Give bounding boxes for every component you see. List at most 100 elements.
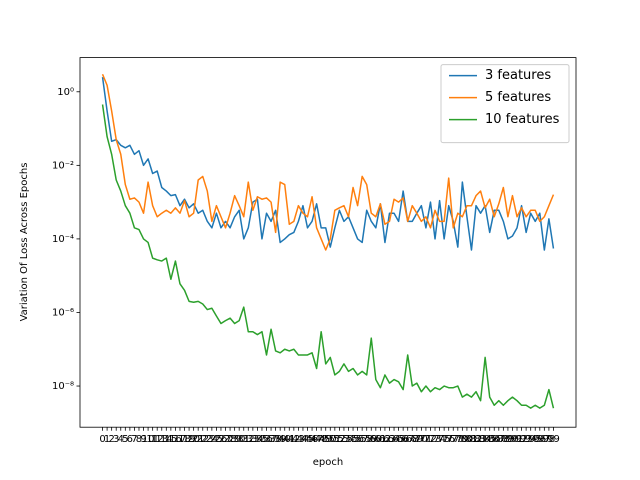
x-tick-label: 33: [246, 434, 259, 445]
x-tick-label: 77: [447, 434, 460, 445]
x-tick-label: 9: [140, 434, 146, 445]
x-tick-label: 17: [174, 434, 187, 445]
x-tick-label: 98: [543, 434, 556, 445]
x-tick-label: 99: [547, 434, 560, 445]
x-tick-label: 57: [356, 434, 369, 445]
x-tick-label: 58: [360, 434, 373, 445]
x-tick-label: 74: [433, 434, 446, 445]
x-tick-label: 82: [470, 434, 483, 445]
x-tick-label: 83: [474, 434, 487, 445]
x-tick-label: 39: [274, 434, 287, 445]
legend-label: 10 features: [485, 112, 560, 127]
x-tick-label: 21: [192, 434, 205, 445]
x-tick-label: 27: [219, 434, 232, 445]
x-tick-label: 65: [392, 434, 405, 445]
x-tick-label: 81: [465, 434, 478, 445]
x-tick-label: 54: [342, 434, 355, 445]
x-tick-label: 40: [278, 434, 291, 445]
x-tick-label: 69: [410, 434, 423, 445]
y-tick-label: 10⁻⁴: [52, 234, 74, 245]
x-tick-label: 76: [442, 434, 455, 445]
x-tick-label: 60: [369, 434, 382, 445]
x-tick-label: 1: [104, 434, 110, 445]
x-tick-label: 72: [424, 434, 437, 445]
x-tick-label: 73: [429, 434, 442, 445]
x-tick-label: 59: [365, 434, 378, 445]
x-tick-label: 92: [515, 434, 528, 445]
x-tick-label: 18: [178, 434, 191, 445]
y-tick-label: 10⁻²: [52, 160, 74, 171]
x-tick-label: 38: [269, 434, 282, 445]
x-tick-label: 6: [127, 434, 133, 445]
x-tick-label: 44: [297, 434, 310, 445]
plot-frame: [79, 57, 577, 428]
x-tick-label: 85: [483, 434, 496, 445]
x-tick-label: 91: [511, 434, 524, 445]
x-tick-label: 11: [146, 434, 159, 445]
x-tick-label: 49: [319, 434, 332, 445]
x-tick-label: 30: [233, 434, 246, 445]
x-tick-label: 62: [379, 434, 392, 445]
x-tick-label: 20: [187, 434, 200, 445]
x-tick-label: 31: [237, 434, 250, 445]
y-tick-label: 10⁻⁸: [52, 381, 74, 392]
x-tick-label: 28: [224, 434, 237, 445]
x-tick-label: 23: [201, 434, 214, 445]
x-tick-label: 63: [383, 434, 396, 445]
x-tick-label: 24: [205, 434, 218, 445]
x-tick-label: 66: [397, 434, 410, 445]
x-tick-label: 96: [533, 434, 546, 445]
x-tick-label: 93: [520, 434, 533, 445]
x-tick-label: 48: [315, 434, 328, 445]
x-tick-label: 95: [529, 434, 542, 445]
x-tick-label: 55: [347, 434, 360, 445]
x-tick-label: 86: [488, 434, 501, 445]
x-tick-label: 89: [502, 434, 515, 445]
line-series: [101, 77, 555, 251]
x-tick-label: 2: [108, 434, 114, 445]
x-tick-label: 45: [301, 434, 314, 445]
x-tick-label: 13: [155, 434, 168, 445]
x-tick-label: 75: [438, 434, 451, 445]
x-tick-label: 90: [506, 434, 519, 445]
x-tick-label: 56: [351, 434, 364, 445]
line-series: [101, 73, 555, 251]
x-tick-label: 70: [415, 434, 428, 445]
x-tick-label: 67: [401, 434, 414, 445]
x-tick-label: 50: [324, 434, 337, 445]
x-tick-label: 34: [251, 434, 264, 445]
x-tick-label: 32: [242, 434, 255, 445]
x-tick-label: 52: [333, 434, 346, 445]
x-tick-label: 88: [497, 434, 510, 445]
x-tick-label: 61: [374, 434, 387, 445]
x-tick-label: 15: [164, 434, 177, 445]
x-tick-label: 64: [388, 434, 401, 445]
y-tick-label: 10⁰: [57, 87, 74, 98]
x-tick-label: 35: [256, 434, 269, 445]
x-tick-label: 7: [131, 434, 137, 445]
x-tick-label: 25: [210, 434, 223, 445]
x-tick-label: 8: [136, 434, 142, 445]
x-tick-label: 46: [306, 434, 319, 445]
x-tick-label: 79: [456, 434, 469, 445]
x-tick-label: 47: [310, 434, 323, 445]
x-tick-label: 37: [265, 434, 278, 445]
x-tick-label: 42: [287, 434, 300, 445]
x-tick-label: 36: [260, 434, 273, 445]
x-tick-label: 87: [492, 434, 505, 445]
x-tick-label: 29: [228, 434, 241, 445]
x-axis-label: epoch: [313, 457, 343, 468]
x-tick-label: 80: [461, 434, 474, 445]
x-tick-label: 43: [292, 434, 305, 445]
x-tick-label: 14: [160, 434, 173, 445]
x-tick-label: 16: [169, 434, 182, 445]
x-tick-label: 26: [215, 434, 228, 445]
x-tick-label: 84: [479, 434, 492, 445]
x-tick-label: 0: [99, 434, 105, 445]
x-tick-label: 41: [283, 434, 296, 445]
y-tick-label: 10⁻⁶: [52, 307, 74, 318]
x-tick-label: 12: [151, 434, 164, 445]
x-tick-label: 5: [122, 434, 128, 445]
